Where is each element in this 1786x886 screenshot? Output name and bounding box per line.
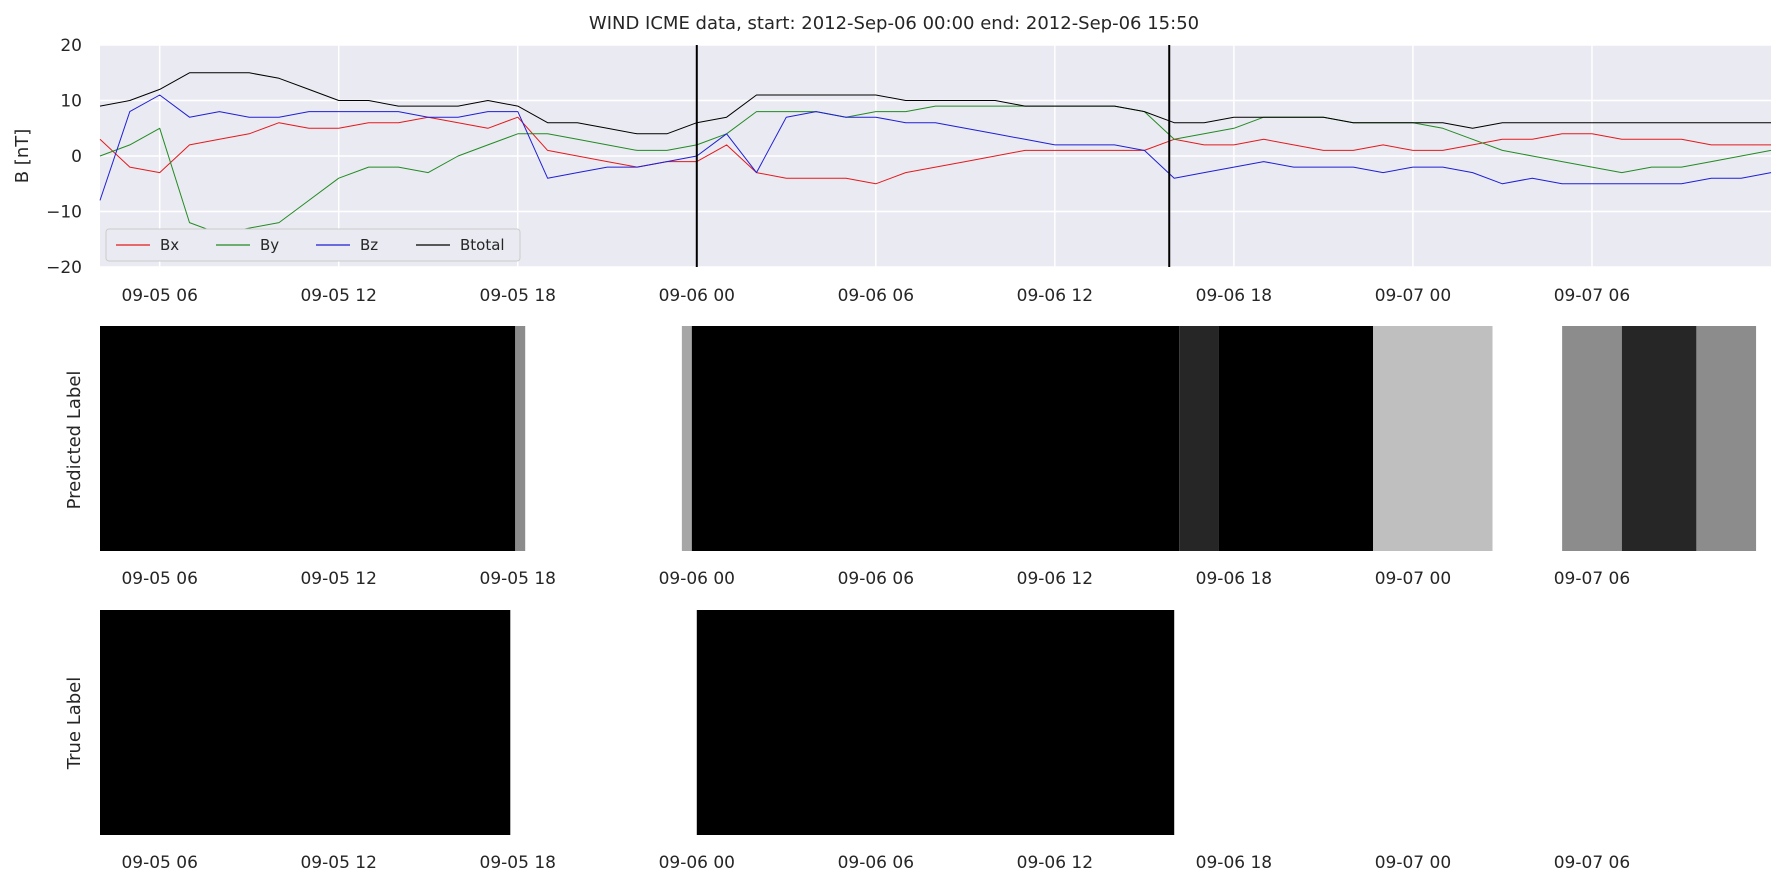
series-line-by (99, 105, 1772, 235)
x-tick-label: 09-06 12 (1017, 286, 1093, 306)
label-segment (515, 326, 526, 551)
label-segment (1373, 326, 1493, 551)
legend-label-btotal: Btotal (460, 236, 505, 254)
x-tick-label: 09-05 12 (300, 286, 376, 306)
label-segment (1179, 326, 1219, 551)
label-segment (100, 610, 511, 835)
y-axis-label: B [nT] (12, 129, 33, 184)
y-tick-label: 10 (60, 92, 82, 112)
y-tick-label: −10 (46, 203, 82, 223)
x-tick-label: 09-06 00 (659, 286, 735, 306)
x-tick-label: 09-06 18 (1196, 286, 1272, 306)
x-tick-label: 09-07 00 (1375, 286, 1451, 306)
x-tick-labels: 09-05 06 09-05 12 09-05 18 09-06 00 09-06 06… (121, 286, 1630, 306)
label-segment (1218, 326, 1374, 551)
legend-label-by: By (260, 236, 279, 254)
y-tick-label: 20 (60, 36, 82, 56)
x-tick-label: 09-06 06 (838, 569, 914, 589)
x-tick-label: 09-05 06 (121, 853, 197, 873)
label-segment (1562, 326, 1622, 551)
true-x-tick-labels: 09-05 06 09-05 12 09-05 18 09-06 00 09-06 06… (121, 853, 1630, 873)
true-label-ylabel: True Label (64, 677, 85, 771)
x-tick-label: 09-06 06 (838, 286, 914, 306)
predicted-x-tick-labels: 09-05 06 09-05 12 09-05 18 09-06 00 09-06 06… (121, 569, 1630, 589)
event-markers (695, 45, 1171, 267)
x-tick-label: 09-07 00 (1375, 853, 1451, 873)
x-tick-label: 09-06 12 (1017, 853, 1093, 873)
x-tick-label: 09-06 00 (659, 569, 735, 589)
legend: Bx By Bz Btotal (105, 228, 521, 262)
true-segments (100, 610, 1175, 835)
x-tick-label: 09-07 06 (1554, 286, 1630, 306)
x-tick-label: 09-06 18 (1196, 569, 1272, 589)
x-tick-label: 09-06 06 (838, 853, 914, 873)
y-tick-labels: 20 10 0 −10 −20 (46, 36, 82, 278)
x-tick-label: 09-06 12 (1017, 569, 1093, 589)
x-tick-label: 09-07 06 (1554, 569, 1630, 589)
series-line-bz (99, 94, 1772, 201)
chart-title: WIND ICME data, start: 2012-Sep-06 00:00… (589, 13, 1199, 34)
predicted-label-ylabel: Predicted Label (64, 371, 85, 510)
predicted-label-panel: 09-05 06 09-05 12 09-05 18 09-06 00 09-06 06… (64, 326, 1771, 589)
legend-label-bz: Bz (360, 236, 378, 254)
x-tick-label: 09-07 00 (1375, 569, 1451, 589)
label-segment (696, 610, 1175, 835)
label-segment (691, 326, 1180, 551)
x-tick-label: 09-07 06 (1554, 853, 1630, 873)
x-tick-label: 09-05 12 (300, 569, 376, 589)
label-segment (1621, 326, 1697, 551)
predicted-segments (100, 326, 1757, 551)
x-tick-label: 09-06 18 (1196, 853, 1272, 873)
bfield-panel: WIND ICME data, start: 2012-Sep-06 00:00… (12, 13, 1772, 306)
x-tick-label: 09-05 18 (480, 853, 556, 873)
legend-box (105, 228, 521, 262)
x-tick-label: 09-05 18 (480, 569, 556, 589)
x-tick-label: 09-05 18 (480, 286, 556, 306)
series-lines (99, 72, 1772, 235)
x-tick-label: 09-05 12 (300, 853, 376, 873)
series-line-btotal (99, 72, 1771, 135)
x-tick-label: 09-05 06 (121, 569, 197, 589)
x-tick-label: 09-05 06 (121, 286, 197, 306)
legend-label-bx: Bx (160, 236, 179, 254)
label-segment (100, 326, 516, 551)
y-tick-label: −20 (46, 258, 82, 278)
label-segment (1696, 326, 1757, 551)
series-line-bx (99, 116, 1771, 185)
true-label-panel: 09-05 06 09-05 12 09-05 18 09-06 00 09-06 06… (64, 610, 1771, 873)
y-tick-label: 0 (71, 147, 82, 167)
x-tick-label: 09-06 00 (659, 853, 735, 873)
label-segment (681, 326, 692, 551)
